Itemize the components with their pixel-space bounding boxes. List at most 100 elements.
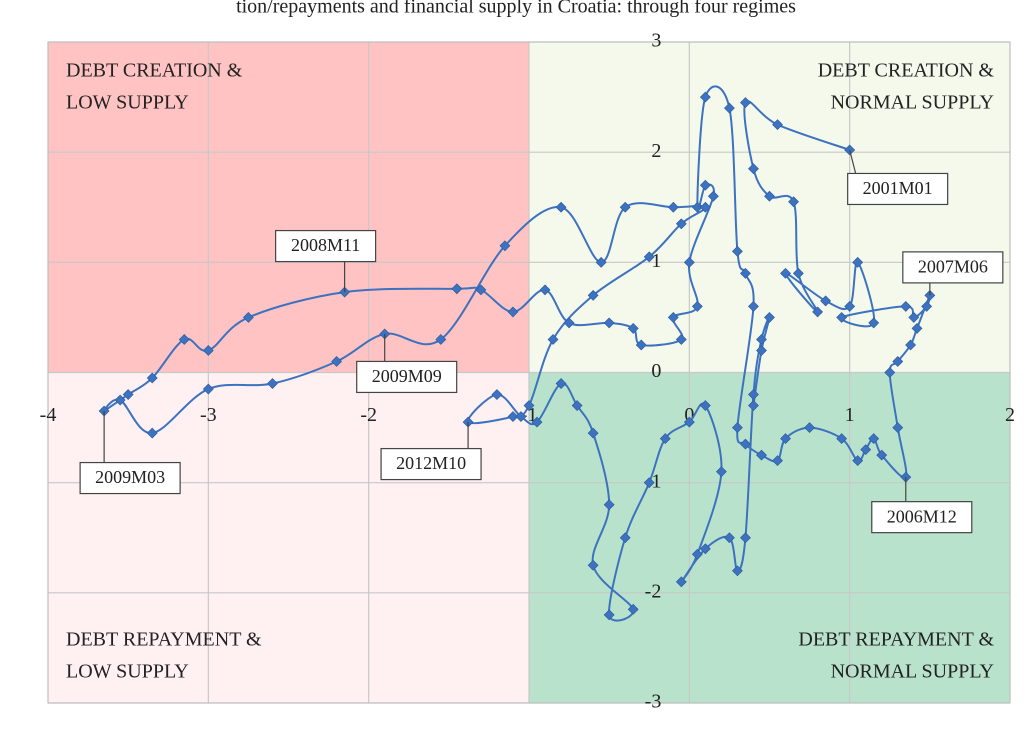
point [740,267,751,279]
point [764,190,775,202]
point [844,300,856,312]
point [122,389,134,400]
callout-box [380,447,482,481]
point [202,383,214,395]
point [780,267,791,279]
point [114,394,126,406]
quadrant-label: DEBT REPAYMENT & [798,629,994,651]
x-tick-label: 0 [684,404,694,426]
quadrant-label: DEBT REPAYMENT & [66,629,262,651]
x-tick-label: -3 [200,404,217,426]
point [748,300,759,312]
y-tick-label: 3 [651,30,661,52]
point [732,422,743,434]
point [723,532,735,544]
callout-label: 2009M09 [372,366,442,386]
y-tick-label: 2 [651,140,661,162]
quadrant-label: NORMAL SUPPLY [831,661,994,683]
point [892,422,904,434]
point [515,411,527,422]
point [836,311,848,323]
point [531,416,543,428]
point [595,256,607,268]
point [555,201,567,213]
quadrant [48,42,529,373]
point [267,378,278,389]
plot-border [47,41,1011,704]
point [435,334,447,345]
point [242,311,254,323]
point [667,311,679,323]
point [820,295,832,307]
callout-label: 2009M03 [95,467,165,487]
point [876,449,888,461]
y-tick-label: -2 [645,580,662,602]
callout-box [275,229,377,263]
quadrant-label: LOW SUPPLY [66,661,189,683]
point [764,311,775,323]
point [499,240,511,252]
point [756,334,767,345]
point [740,97,751,109]
y-tick-label: 1 [651,250,661,272]
x-tick-label: 1 [845,404,855,426]
point [603,609,615,621]
point [844,144,856,156]
callout-label: 2008M11 [291,235,360,255]
point [740,532,751,544]
point [740,438,751,450]
point [523,400,535,411]
point [675,334,687,345]
point [603,317,615,329]
y-tick-label: -3 [645,691,662,713]
point [699,91,711,103]
x-tick-label: -2 [360,404,377,426]
point [619,532,631,544]
point [905,339,917,351]
point [691,201,703,213]
point [699,179,711,191]
point [563,317,575,329]
quadrant [48,372,529,703]
point [804,422,816,434]
callout-box [902,251,1004,284]
point [884,367,896,378]
point [860,444,872,456]
point [707,190,719,202]
point [555,378,567,389]
point [715,466,727,478]
point [667,201,679,213]
point [691,548,703,560]
point [635,339,647,351]
x-tick-label: -4 [40,404,57,426]
point [587,427,599,439]
point [699,201,711,213]
point [836,433,848,445]
point [756,345,767,356]
point [507,411,519,422]
callout-box [79,461,181,495]
point [812,306,824,318]
point [699,543,711,555]
point [587,289,599,301]
point [788,196,799,208]
callout-label: 2006M12 [887,506,957,526]
point [202,345,214,356]
callout-box [356,360,458,394]
quadrant-label: LOW SUPPLY [66,92,189,114]
point [146,427,158,439]
callout-label: 2007M06 [918,257,988,277]
point [748,400,759,411]
quadrant [529,372,1010,703]
point [852,455,864,467]
point [911,323,923,334]
point [491,389,503,400]
point [659,433,671,445]
point [732,245,743,257]
quadrant-label: DEBT CREATION & [818,60,995,82]
point [780,433,791,445]
point [627,323,639,334]
point [772,119,783,131]
point [451,283,463,295]
point [675,576,687,588]
